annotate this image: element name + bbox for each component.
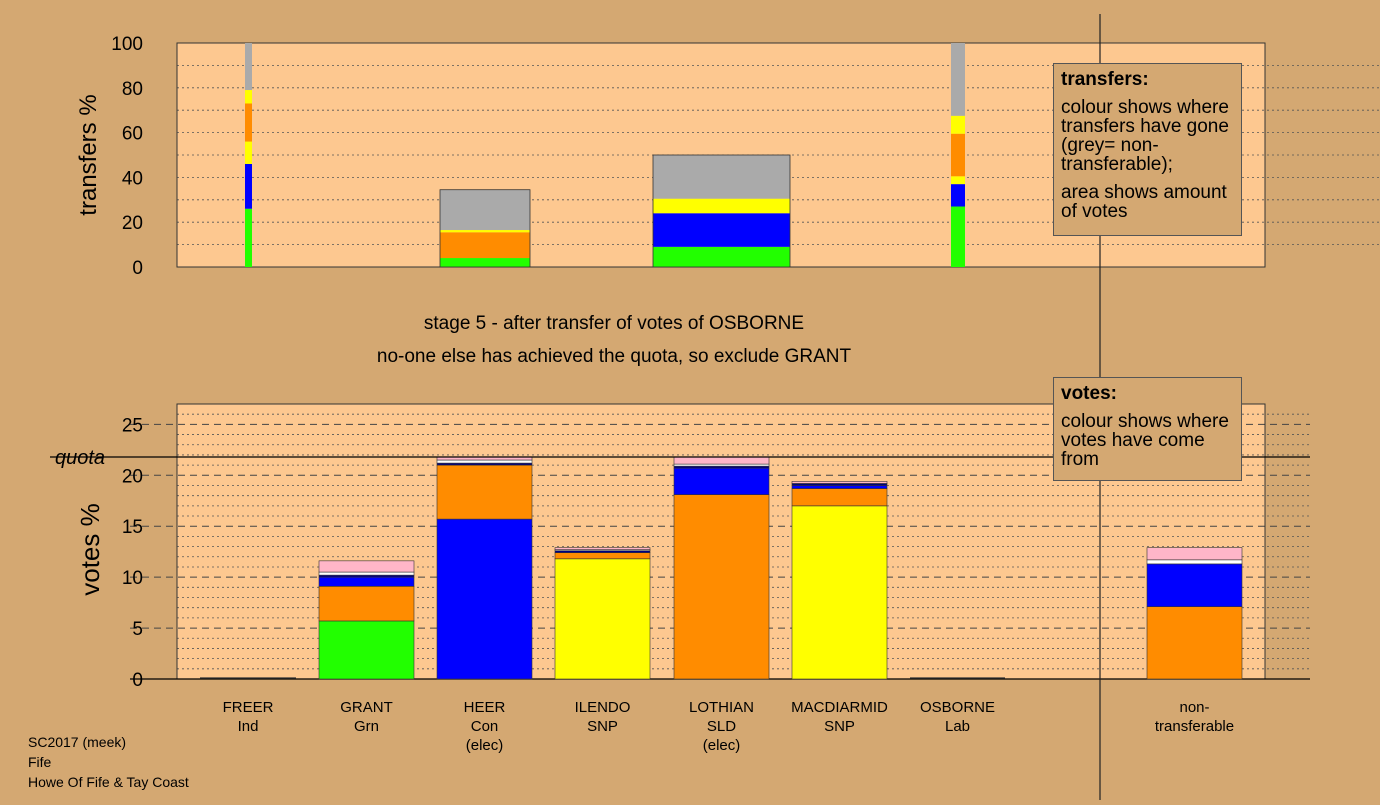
transfers-bar-segment-osborne xyxy=(951,133,965,177)
votes-ytick-label: 10 xyxy=(122,568,143,589)
quota-label: quota xyxy=(55,447,105,469)
footer-council: Fife xyxy=(28,754,52,770)
votes-bar-segment-lothian xyxy=(673,456,770,465)
votes-bar-segment-non xyxy=(1146,606,1243,680)
transfers-bar-segment-osborne xyxy=(951,43,965,116)
candidate-name-label: ILENDO xyxy=(575,699,631,716)
transfers-bar-segment-freer xyxy=(245,208,252,267)
exclusion-caption: no-one else has achieved the quota, so e… xyxy=(377,346,852,367)
transfers-legend-colour-note: colour shows where transfers have gone (… xyxy=(1061,97,1229,175)
candidate-party-label: Lab xyxy=(945,718,970,735)
footer-ward: Howe Of Fife & Tay Coast xyxy=(28,774,189,790)
votes-bar-segment-macdiarmid xyxy=(791,481,888,484)
votes-legend-colour-note: colour shows where votes have come from xyxy=(1061,411,1229,470)
votes-bar-segment-grant xyxy=(318,576,415,587)
transfers-bar-segment-osborne xyxy=(951,115,965,134)
candidate-name-label: non- xyxy=(1179,699,1209,716)
candidate-status-label: (elec) xyxy=(466,737,504,754)
votes-ytick-label: 15 xyxy=(122,517,143,538)
votes-bar-segment-grant xyxy=(318,586,415,622)
votes-bar-segment-macdiarmid xyxy=(791,485,888,489)
candidate-status-label: (elec) xyxy=(703,737,741,754)
votes-ytick-label: 25 xyxy=(122,415,143,436)
candidate-name-label: FREER xyxy=(223,699,274,716)
votes-legend-title: votes: xyxy=(1061,383,1117,404)
transfers-ytick-label: 40 xyxy=(122,168,143,189)
votes-bar-segment-lothian xyxy=(673,465,770,469)
votes-bar-segment-heer xyxy=(436,464,533,520)
transfers-bar-segment-osborne xyxy=(951,184,965,207)
votes-bar-segment-non xyxy=(1146,547,1243,561)
stage-caption: stage 5 - after transfer of votes of OSB… xyxy=(424,313,804,334)
candidate-party-label: SNP xyxy=(824,718,855,735)
transfers-axis-label: transfers % xyxy=(75,94,102,215)
votes-bar-segment-lothian xyxy=(673,494,770,680)
transfers-ytick-label: 0 xyxy=(132,258,143,279)
votes-bar-segment-grant xyxy=(318,574,415,578)
candidate-name-label: OSBORNE xyxy=(920,699,995,716)
votes-bar-segment-macdiarmid xyxy=(791,488,888,507)
votes-bar-segment-ilendo xyxy=(554,558,651,680)
votes-bar-segment-grant xyxy=(318,560,415,573)
votes-bar-segment-heer xyxy=(436,518,533,680)
transfers-ytick-label: 80 xyxy=(122,79,143,100)
votes-bar-segment-non xyxy=(1146,559,1243,565)
votes-bar-segment-heer xyxy=(436,459,533,464)
transfers-bar-outline-heer xyxy=(439,189,531,268)
votes-bar-segment-ilendo xyxy=(554,550,651,554)
votes-bar-segment-lothian xyxy=(673,467,770,495)
votes-bar-segment-grant xyxy=(318,571,415,576)
transfers-bar-segment-freer xyxy=(245,90,252,104)
votes-axis-label: votes % xyxy=(75,503,105,596)
transfers-legend-title: transfers: xyxy=(1061,69,1149,90)
votes-bar-segment-non xyxy=(1146,563,1243,607)
votes-ytick-label: 0 xyxy=(132,670,143,691)
transfers-ytick-label: 20 xyxy=(122,213,143,234)
candidate-party-label: Con xyxy=(471,718,499,735)
transfers-bar-segment-freer xyxy=(245,163,252,209)
votes-bar-segment-ilendo xyxy=(554,547,651,550)
votes-bar-segment-grant xyxy=(318,620,415,680)
votes-bar-segment-lothian xyxy=(673,463,770,467)
votes-bar-segment-ilendo xyxy=(554,552,651,560)
transfers-bar-segment-heer xyxy=(440,232,530,259)
votes-bar-segment-macdiarmid xyxy=(791,483,888,486)
votes-ytick-label: 20 xyxy=(122,466,143,487)
candidate-party-label: Ind xyxy=(238,718,259,735)
transfers-bar-segment-freer xyxy=(245,141,252,164)
transfers-legend: transfers: colour shows where transfers … xyxy=(1053,63,1242,236)
transfers-bar-segment-osborne xyxy=(951,176,965,185)
transfers-ytick-label: 60 xyxy=(122,124,143,145)
votes-ytick-label: 5 xyxy=(132,619,143,640)
candidate-party-label: SNP xyxy=(587,718,618,735)
votes-bar-segment-macdiarmid xyxy=(791,505,888,680)
candidate-name-label: LOTHIAN xyxy=(689,699,754,716)
transfers-bar-segment-lothian xyxy=(653,198,790,214)
transfers-bar-segment-osborne xyxy=(951,206,965,267)
transfers-bar-segment-freer xyxy=(245,103,252,142)
transfers-bar-segment-freer xyxy=(245,43,252,91)
transfers-bar-segment-lothian xyxy=(653,155,790,199)
transfers-ytick-label: 100 xyxy=(111,34,143,55)
candidate-party-label: SLD xyxy=(707,718,736,735)
transfers-bar-segment-heer xyxy=(440,230,530,233)
candidate-party-label: transferable xyxy=(1155,718,1234,735)
transfers-bar-segment-heer xyxy=(440,258,530,267)
transfers-bar-segment-lothian xyxy=(653,246,790,267)
transfers-bar-outline-lothian xyxy=(652,154,791,268)
votes-legend: votes: colour shows where votes have com… xyxy=(1053,377,1242,481)
votes-bar-segment-heer xyxy=(436,462,533,466)
transfers-legend-area-note: area shows amount of votes xyxy=(1061,182,1227,222)
transfers-bar-segment-heer xyxy=(440,189,530,231)
footer-election: SC2017 (meek) xyxy=(28,734,127,750)
candidate-name-label: MACDIARMID xyxy=(791,699,888,716)
candidate-name-label: GRANT xyxy=(340,699,393,716)
candidate-party-label: Grn xyxy=(354,718,379,735)
transfers-bar-segment-lothian xyxy=(653,213,790,247)
candidate-name-label: HEER xyxy=(464,699,506,716)
